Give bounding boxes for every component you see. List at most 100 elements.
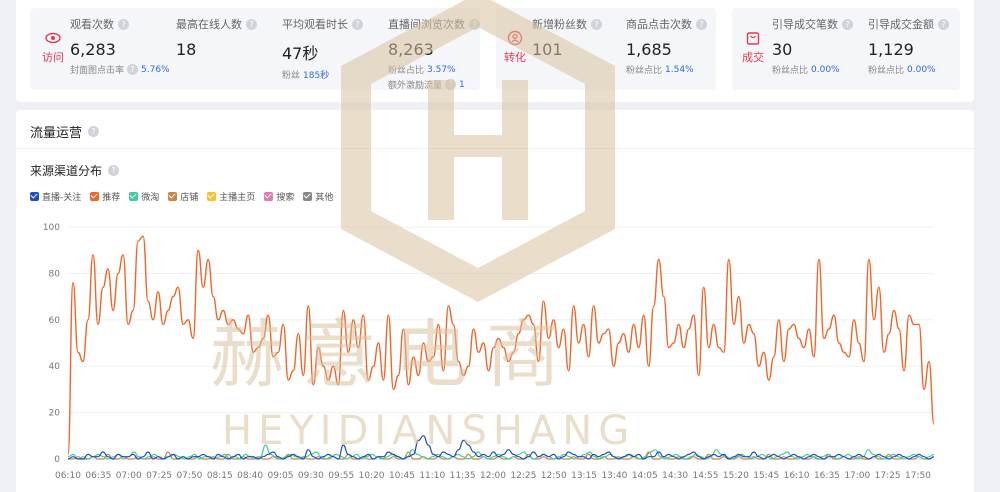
- legend-item[interactable]: 主播主页: [207, 190, 255, 203]
- legend-label: 直播-关注: [42, 193, 82, 203]
- y-tick-label: 20: [49, 409, 61, 419]
- metric-label: 平均观看时长: [282, 18, 348, 31]
- series-line[interactable]: [67, 235, 935, 456]
- checkbox-icon[interactable]: [303, 192, 313, 201]
- legend-label: 搜索: [276, 193, 295, 203]
- metric-sub-value: 5.76%: [141, 64, 170, 75]
- metric-sub-value: 1.54%: [665, 64, 694, 75]
- help-icon[interactable]: ?: [118, 18, 129, 30]
- group-tag-label: 成交: [742, 51, 764, 64]
- group-tag-visit: 访问: [36, 30, 70, 70]
- metric-guided-amount: 引导成交金额? 1,129 粉丝点比 0.00%: [868, 16, 949, 76]
- metric-views: 观看次数? 6,283 封面图点击率? 5.76%: [70, 16, 170, 76]
- chart-title: 来源渠道分布 ?: [30, 162, 120, 179]
- metric-value: 1,685: [626, 40, 672, 59]
- eye-icon: [45, 32, 61, 44]
- help-icon[interactable]: ?: [842, 18, 853, 30]
- metric-value: 47秒: [282, 44, 319, 63]
- metric-sub-label: 粉丝点比: [626, 66, 663, 76]
- shopping-bag-icon: [746, 32, 760, 45]
- y-tick-label: 100: [43, 223, 60, 233]
- checkbox-icon[interactable]: [207, 192, 217, 201]
- metric-value: 30: [772, 40, 793, 59]
- help-icon[interactable]: ?: [108, 165, 120, 176]
- legend-item[interactable]: 其他: [303, 190, 333, 203]
- x-tick-label: 09:30: [298, 471, 324, 481]
- series-line[interactable]: [68, 451, 935, 460]
- x-tick-label: 08:15: [207, 471, 233, 481]
- series-line[interactable]: [67, 435, 935, 460]
- metric-sub-value: 185秒: [303, 71, 330, 81]
- legend-label: 推荐: [102, 193, 121, 203]
- metric-product-clicks: 商品点击次数? 1,685 粉丝点比 1.54%: [626, 16, 707, 76]
- checkbox-icon[interactable]: [129, 192, 139, 201]
- x-tick-label: 16:35: [814, 471, 840, 481]
- legend-item[interactable]: 微淘: [129, 190, 159, 203]
- group-tag-deal: 成交: [736, 30, 770, 70]
- metric-value: 6,283: [70, 40, 116, 59]
- metric-sub-label: 粉丝点比: [868, 66, 905, 76]
- y-tick-label: 80: [49, 269, 61, 279]
- x-tick-label: 06:35: [85, 471, 111, 481]
- group-deal: 成交 引导成交笔数? 30 粉丝点比 0.00% 引导成交金额? 1,129 粉丝…: [732, 8, 960, 90]
- metric-sub-value: 0.00%: [811, 64, 840, 75]
- x-tick-label: 10:20: [359, 471, 385, 481]
- x-tick-label: 09:05: [268, 471, 294, 481]
- y-tick-label: 60: [49, 316, 61, 326]
- metric-label: 最高在线人数: [176, 18, 242, 31]
- help-icon[interactable]: ?: [696, 18, 707, 30]
- x-tick-label: 07:50: [176, 471, 202, 481]
- help-icon[interactable]: ?: [88, 126, 100, 137]
- legend-item[interactable]: 店铺: [168, 190, 198, 203]
- checkbox-icon[interactable]: [264, 192, 274, 201]
- y-tick-label: 40: [49, 362, 61, 372]
- help-icon[interactable]: ?: [246, 18, 257, 30]
- metric-value: 1,129: [868, 40, 914, 59]
- legend-label: 主播主页: [219, 193, 256, 203]
- section-title: 流量运营 ?: [30, 122, 100, 141]
- x-tick-label: 10:45: [389, 471, 415, 481]
- metric-sub-value: 0.00%: [907, 64, 936, 75]
- metric-label: 引导成交金额: [868, 18, 934, 31]
- legend-label: 店铺: [180, 193, 199, 203]
- metric-sub-label: 粉丝点比: [772, 66, 809, 76]
- legend-item[interactable]: 搜索: [264, 190, 294, 203]
- x-tick-label: 12:50: [541, 471, 567, 481]
- metric-label: 引导成交笔数: [772, 18, 838, 31]
- legend-item[interactable]: 推荐: [90, 190, 120, 203]
- checkbox-icon[interactable]: [168, 192, 178, 201]
- section-title-text: 流量运营: [30, 126, 83, 141]
- help-icon[interactable]: ?: [938, 18, 949, 30]
- x-tick-label: 09:55: [328, 471, 354, 481]
- metric-guided-orders: 引导成交笔数? 30 粉丝点比 0.00%: [772, 16, 853, 76]
- x-tick-label: 06:10: [55, 471, 81, 481]
- metric-label: 观看次数: [70, 18, 114, 31]
- x-tick-label: 17:50: [905, 471, 931, 481]
- metric-value: 18: [176, 40, 197, 59]
- group-tag-label: 访问: [42, 51, 64, 64]
- x-tick-label: 13:15: [571, 471, 597, 481]
- x-tick-label: 14:55: [693, 471, 719, 481]
- x-tick-label: 17:25: [875, 471, 901, 481]
- checkbox-icon[interactable]: [90, 192, 100, 201]
- x-tick-label: 14:30: [662, 471, 688, 481]
- x-tick-label: 07:25: [146, 471, 172, 481]
- x-tick-label: 15:20: [723, 471, 749, 481]
- x-tick-label: 11:35: [450, 471, 476, 481]
- y-tick-label: 0: [54, 455, 60, 465]
- x-tick-label: 11:10: [419, 471, 445, 481]
- metric-sub-label: 粉丝: [282, 71, 301, 81]
- help-icon[interactable]: ?: [127, 64, 139, 75]
- metric-label: 商品点击次数: [626, 18, 692, 31]
- x-tick-label: 12:00: [480, 471, 506, 481]
- x-tick-label: 12:25: [510, 471, 536, 481]
- x-tick-label: 07:00: [116, 471, 142, 481]
- chart-legend: 直播-关注 推荐 微淘 店铺 主播主页 搜索 其他: [30, 190, 333, 203]
- x-tick-label: 15:45: [753, 471, 779, 481]
- checkbox-icon[interactable]: [30, 192, 39, 201]
- legend-label: 微淘: [141, 193, 160, 203]
- chart-title-text: 来源渠道分布: [30, 164, 103, 178]
- metric-sub-label: 封面图点击率: [70, 66, 125, 76]
- legend-item[interactable]: 直播-关注: [30, 190, 81, 203]
